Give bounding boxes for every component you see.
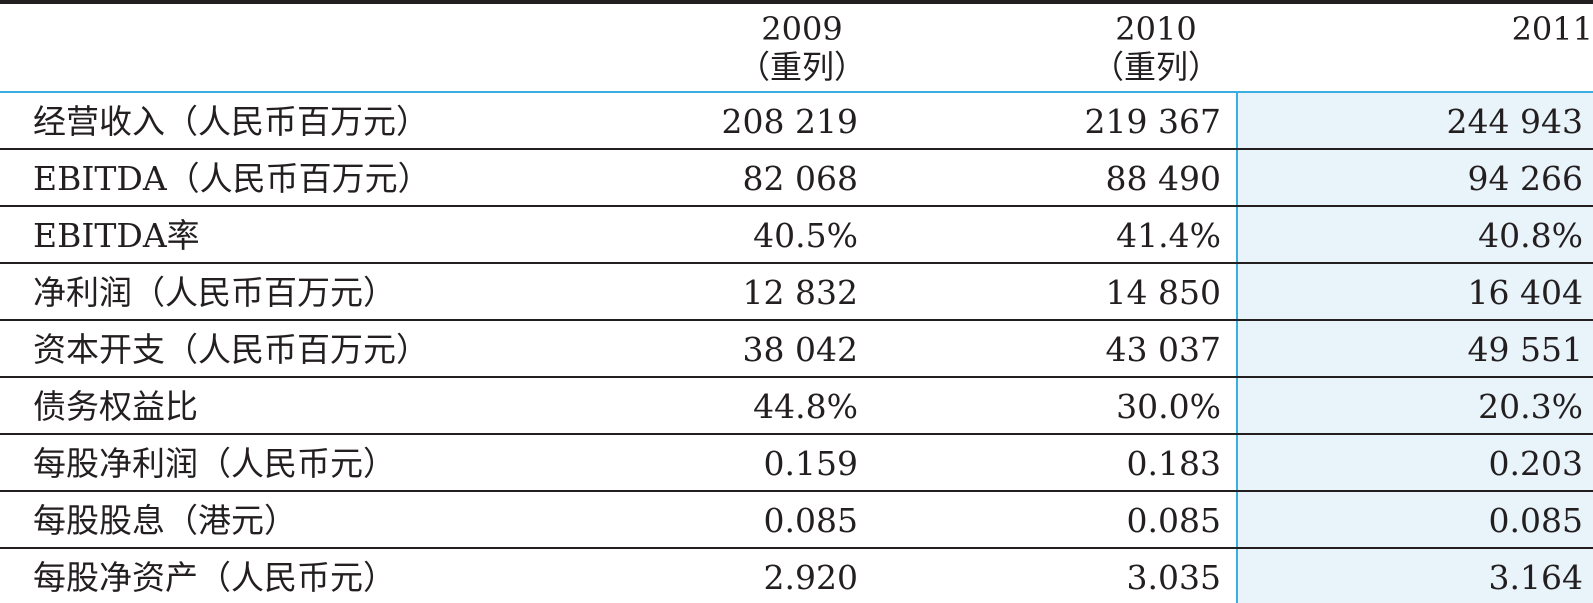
cell-2010: 219 367 xyxy=(1084,102,1221,141)
row-label: 净利润（人民币百万元） xyxy=(33,273,396,312)
cell-2010: 0.183 xyxy=(1126,444,1221,483)
column-header-note: （重列） xyxy=(737,48,866,86)
highlighted-2011-column xyxy=(1237,92,1593,603)
column-header-year: 2009 xyxy=(761,10,843,48)
table-row: 净利润（人民币百万元） 12 832 14 850 16 404 xyxy=(0,264,1593,321)
table-row: EBITDA（人民币百万元） 82 068 88 490 94 266 xyxy=(0,150,1593,207)
cell-2009: 0.159 xyxy=(763,444,858,483)
row-label: EBITDA率 xyxy=(33,216,200,255)
cell-2011: 16 404 xyxy=(1467,273,1583,312)
cell-2009: 2.920 xyxy=(763,558,858,597)
header-bottom-rule xyxy=(0,91,1593,93)
column-divider xyxy=(1236,92,1238,603)
cell-2010: 3.035 xyxy=(1126,558,1221,597)
cell-2010: 30.0% xyxy=(1116,387,1221,426)
row-label: EBITDA（人民币百万元） xyxy=(33,159,431,198)
row-label: 经营收入（人民币百万元） xyxy=(33,102,429,141)
table-row: 经营收入（人民币百万元） 208 219 219 367 244 943 xyxy=(0,93,1593,150)
table-row: 每股股息（港元） 0.085 0.085 0.085 xyxy=(0,492,1593,549)
column-header-note: （重列） xyxy=(1091,48,1220,86)
cell-2010: 41.4% xyxy=(1116,216,1221,255)
cell-2009: 40.5% xyxy=(753,216,858,255)
row-label: 每股股息（港元） xyxy=(33,501,297,540)
row-label: 每股净利润（人民币元） xyxy=(33,444,396,483)
cell-2009: 44.8% xyxy=(753,387,858,426)
table-row: 资本开支（人民币百万元） 38 042 43 037 49 551 xyxy=(0,321,1593,378)
cell-2009: 38 042 xyxy=(742,330,858,369)
table-body: 经营收入（人民币百万元） 208 219 219 367 244 943 EBI… xyxy=(0,93,1593,603)
column-header-2011: 2011 xyxy=(1500,10,1593,48)
cell-2009: 12 832 xyxy=(742,273,858,312)
row-label: 债务权益比 xyxy=(33,387,198,426)
table-row: 债务权益比 44.8% 30.0% 20.3% xyxy=(0,378,1593,435)
cell-2009: 0.085 xyxy=(763,501,858,540)
cell-2011: 20.3% xyxy=(1478,387,1583,426)
row-label: 资本开支（人民币百万元） xyxy=(33,330,429,369)
cell-2010: 14 850 xyxy=(1105,273,1221,312)
cell-2011: 244 943 xyxy=(1446,102,1583,141)
cell-2010: 43 037 xyxy=(1105,330,1221,369)
column-header-2010: 2010 （重列） xyxy=(1066,10,1246,86)
cell-2010: 0.085 xyxy=(1126,501,1221,540)
cell-2009: 82 068 xyxy=(742,159,858,198)
table-top-rule xyxy=(0,0,1593,4)
table-row: EBITDA率 40.5% 41.4% 40.8% xyxy=(0,207,1593,264)
cell-2009: 208 219 xyxy=(721,102,858,141)
column-header-2009: 2009 （重列） xyxy=(712,10,892,86)
cell-2011: 3.164 xyxy=(1488,558,1583,597)
cell-2011: 49 551 xyxy=(1467,330,1583,369)
cell-2011: 0.085 xyxy=(1488,501,1583,540)
cell-2011: 40.8% xyxy=(1478,216,1583,255)
cell-2011: 94 266 xyxy=(1467,159,1583,198)
table-row: 每股净资产（人民币元） 2.920 3.035 3.164 xyxy=(0,549,1593,603)
table-row: 每股净利润（人民币元） 0.159 0.183 0.203 xyxy=(0,435,1593,492)
row-label: 每股净资产（人民币元） xyxy=(33,558,396,597)
column-header-year: 2010 xyxy=(1115,10,1197,48)
cell-2010: 88 490 xyxy=(1105,159,1221,198)
column-header-year: 2011 xyxy=(1511,10,1593,48)
cell-2011: 0.203 xyxy=(1488,444,1583,483)
